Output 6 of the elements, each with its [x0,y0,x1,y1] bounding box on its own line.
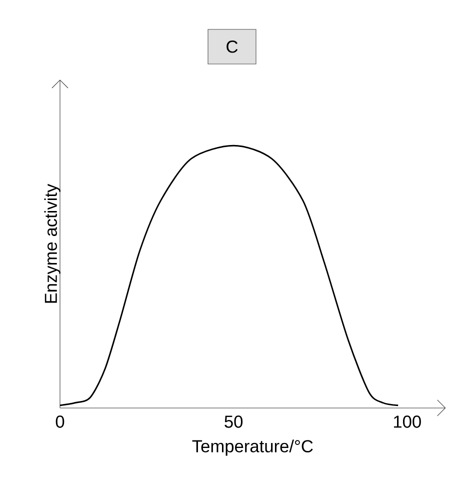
x-axis-title: Temperature/°C [192,440,313,456]
x-tick-label: 100 [394,416,421,428]
chart-title: C [226,40,238,53]
x-tick-label: 50 [224,416,243,428]
y-axis-title: Enzyme activity [44,184,60,303]
x-tick-label: 0 [56,416,64,428]
